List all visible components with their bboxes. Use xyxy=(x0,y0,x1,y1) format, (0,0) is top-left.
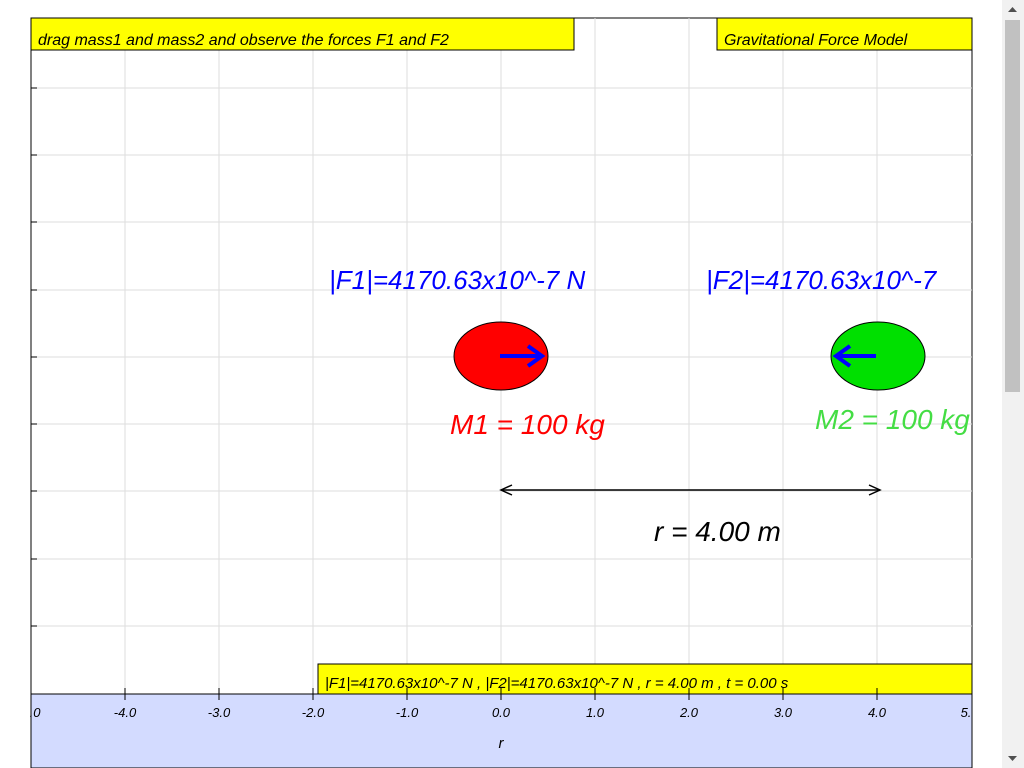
x-tick-label: 4.0 xyxy=(868,705,887,720)
x-tick-label: 0.0 xyxy=(492,705,511,720)
x-tick-label: 3.0 xyxy=(774,705,793,720)
instruction-box: drag mass1 and mass2 and observe the for… xyxy=(30,17,575,51)
scroll-up-icon[interactable] xyxy=(1005,2,1020,18)
force-arrow-right-icon xyxy=(500,344,546,368)
x-tick-label: -1.0 xyxy=(396,705,419,720)
x-tick-label: -2.0 xyxy=(302,705,325,720)
distance-arrow-icon xyxy=(499,484,882,496)
y-ticks xyxy=(31,87,37,627)
scrollbar-thumb[interactable] xyxy=(1005,20,1020,392)
status-box: |F1|=4170.63x10^-7 N , |F2|=4170.63x10^-… xyxy=(317,663,973,695)
x-axis-label: r xyxy=(499,735,505,752)
x-tick-label: 1.0 xyxy=(586,705,605,720)
f1-label: |F1|=4170.63x10^-7 N xyxy=(329,265,585,295)
x-tick-label: 5. xyxy=(961,705,972,720)
status-text: |F1|=4170.63x10^-7 N , |F2|=4170.63x10^-… xyxy=(325,675,789,692)
model-title: Gravitational Force Model xyxy=(724,32,908,49)
f2-label: |F2|=4170.63x10^-7 xyxy=(706,265,938,295)
x-tick-label: 2.0 xyxy=(679,705,699,720)
x-tick-label: .0 xyxy=(30,705,42,720)
distance-label: r = 4.00 m xyxy=(654,516,781,547)
m2-label: M2 = 100 kg xyxy=(815,404,970,435)
instruction-text: drag mass1 and mass2 and observe the for… xyxy=(38,32,449,49)
mass2[interactable] xyxy=(830,321,926,391)
force-arrow-left-icon xyxy=(832,344,876,368)
x-axis-panel xyxy=(30,693,973,768)
x-ticks xyxy=(124,688,878,700)
m1-label: M1 = 100 kg xyxy=(450,409,605,440)
mass1[interactable] xyxy=(453,321,549,391)
x-tick-labels: .0 -4.0 -3.0 -2.0 -1.0 0.0 1.0 2.0 3.0 4… xyxy=(30,705,972,720)
x-tick-label: -3.0 xyxy=(208,705,231,720)
x-tick-label: -4.0 xyxy=(114,705,137,720)
scroll-down-icon[interactable] xyxy=(1005,750,1020,766)
title-box: Gravitational Force Model xyxy=(716,17,973,51)
